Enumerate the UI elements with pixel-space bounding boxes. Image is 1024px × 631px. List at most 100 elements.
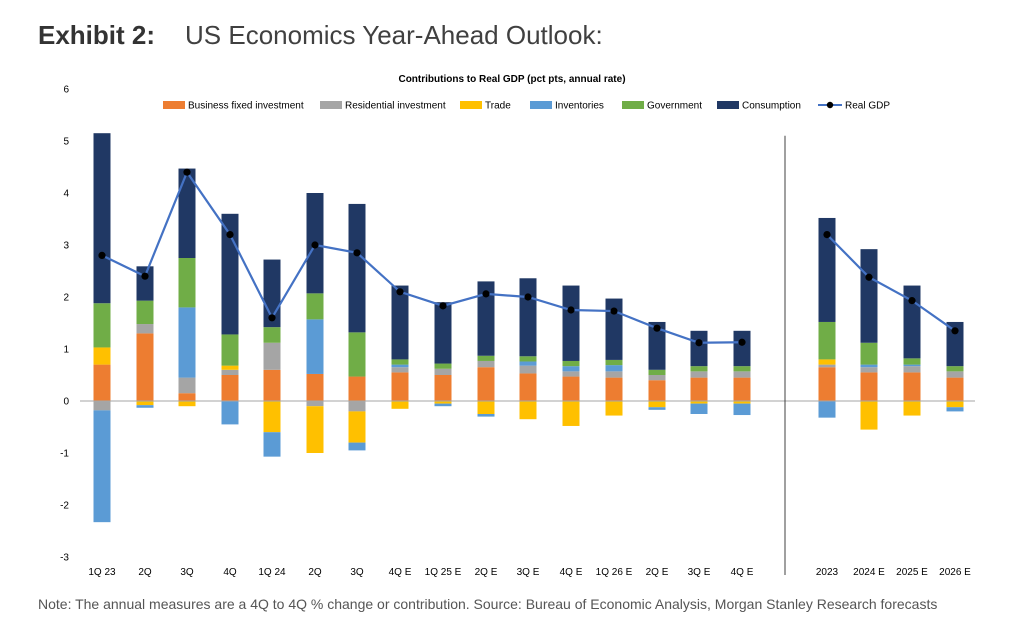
- bar-segment: [221, 375, 239, 401]
- legend-label: Residential investment: [345, 101, 446, 112]
- bar-segment: [818, 364, 836, 368]
- x-tick-label: 2Q E: [646, 567, 669, 578]
- bar-segment: [348, 401, 366, 412]
- bar-segment: [605, 371, 623, 378]
- bar-segment: [733, 371, 751, 378]
- bar-segment: [434, 368, 452, 375]
- bar-segment: [860, 367, 878, 373]
- legend-swatch: [622, 101, 644, 109]
- bar-segment: [348, 411, 366, 443]
- bar-segment: [648, 401, 666, 408]
- bar-segment: [391, 367, 409, 373]
- x-tick-label: 1Q 26 E: [596, 567, 633, 578]
- real-gdp-point: [311, 241, 319, 249]
- bar-segment: [93, 410, 111, 523]
- y-tick-label: -3: [60, 553, 69, 564]
- bar-segment: [733, 366, 751, 372]
- real-gdp-line-annual: [826, 233, 956, 332]
- bar-segment: [93, 347, 111, 365]
- bar-segment: [263, 401, 281, 433]
- bar-segment: [733, 403, 751, 416]
- real-gdp-point: [951, 327, 959, 335]
- bar-segment: [519, 401, 537, 420]
- bar-segment: [93, 401, 111, 411]
- bar-segment: [221, 334, 239, 366]
- bar-segment: [860, 401, 878, 430]
- gdp-contributions-chart: Contributions to Real GDP (pct pts, annu…: [60, 74, 975, 578]
- x-tick-label: 3Q: [350, 567, 364, 578]
- bar-segment: [519, 278, 537, 357]
- bar-segment: [348, 376, 366, 401]
- bar-segment: [391, 359, 409, 365]
- bar-segment: [178, 377, 196, 394]
- x-tick-label: 2025 E: [896, 567, 928, 578]
- bar-segment: [562, 366, 580, 372]
- real-gdp-point: [823, 231, 831, 239]
- legend-label: Inventories: [555, 101, 604, 112]
- real-gdp-point: [396, 288, 404, 296]
- bar-segment: [178, 401, 196, 407]
- bar-segment: [946, 377, 964, 401]
- bar-segment: [562, 285, 580, 361]
- real-gdp-point: [226, 231, 234, 239]
- bar-segment: [263, 432, 281, 457]
- bar-segment: [136, 300, 154, 325]
- x-tick-label: 3Q E: [688, 567, 711, 578]
- real-gdp-point: [695, 339, 703, 347]
- bar-segment: [391, 401, 409, 409]
- legend-swatch: [320, 101, 342, 109]
- footnote: Note: The annual measures are a 4Q to 4Q…: [38, 596, 938, 612]
- bar-segment: [605, 401, 623, 416]
- bar-segment: [434, 302, 452, 364]
- bar-segment: [263, 369, 281, 401]
- real-gdp-point: [524, 293, 532, 301]
- bar-segment: [306, 406, 324, 453]
- legend-swatch: [163, 101, 185, 109]
- bar-segment: [434, 401, 452, 404]
- bar-segment: [263, 327, 281, 343]
- bar-segment: [136, 324, 154, 334]
- bar-segment: [221, 369, 239, 375]
- bar-segment: [519, 365, 537, 374]
- x-tick-label: 3Q: [180, 567, 194, 578]
- x-tick-label: 3Q E: [517, 567, 540, 578]
- bar-segment: [818, 321, 836, 360]
- bar-segment: [178, 168, 196, 258]
- real-gdp-point: [653, 324, 661, 332]
- real-gdp-point: [141, 272, 149, 280]
- bar-segment: [733, 401, 751, 404]
- bar-segment: [605, 359, 623, 366]
- bar-segment: [562, 401, 580, 426]
- bar-segment: [348, 332, 366, 377]
- legend-label: Trade: [485, 101, 511, 112]
- real-gdp-point: [738, 338, 746, 346]
- legend-swatch: [460, 101, 482, 109]
- bar-segment: [562, 371, 580, 377]
- real-gdp-line-quarterly: [101, 169, 743, 344]
- real-gdp-point: [98, 251, 106, 259]
- x-tick-label: 2024 E: [853, 567, 885, 578]
- x-tick-label: 4Q E: [560, 567, 583, 578]
- bar-segment: [434, 363, 452, 369]
- bar-segment: [903, 372, 921, 401]
- bar-segment: [477, 367, 495, 401]
- bar-segment: [477, 355, 495, 361]
- exhibit-label: Exhibit 2:: [38, 20, 156, 50]
- bar-segment: [946, 321, 964, 367]
- x-tick-label: 1Q 25 E: [425, 567, 462, 578]
- bar-segment: [136, 266, 154, 301]
- bar-segment: [477, 401, 495, 414]
- bar-segment: [818, 359, 836, 365]
- bar-segment: [93, 133, 111, 304]
- bar-segment: [648, 407, 666, 410]
- y-tick-label: 3: [63, 241, 69, 252]
- x-tick-label: 1Q 23: [88, 567, 116, 578]
- bar-segment: [519, 361, 537, 366]
- bar-segment: [818, 401, 836, 418]
- bar-segment: [605, 365, 623, 372]
- bar-segment: [477, 360, 495, 368]
- y-tick-label: -2: [60, 501, 69, 512]
- x-tick-label: 2026 E: [939, 567, 971, 578]
- bar-segment: [348, 442, 366, 451]
- bar-segment: [946, 371, 964, 378]
